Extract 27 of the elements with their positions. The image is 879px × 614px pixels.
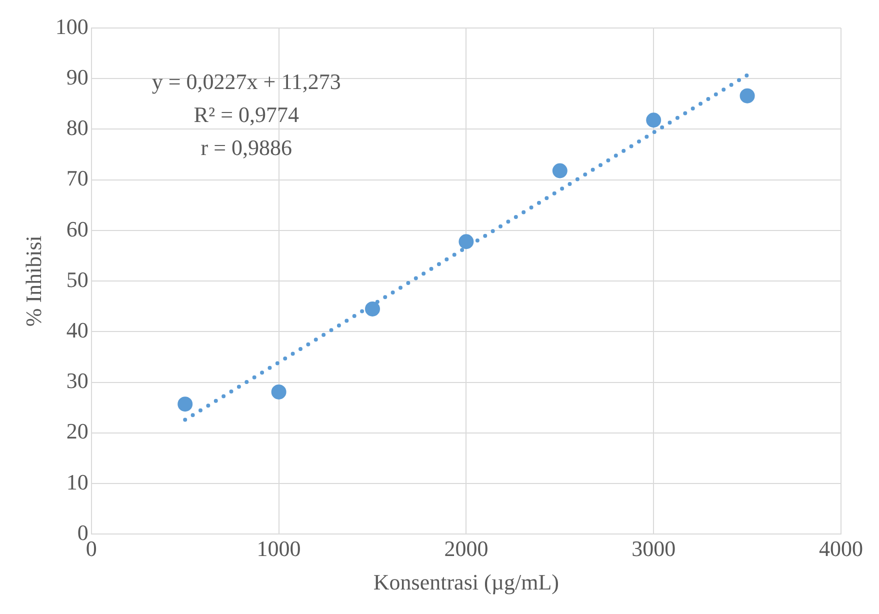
annotation: r = 0,9886 bbox=[200, 134, 292, 160]
y-tick-label: 50 bbox=[66, 266, 88, 292]
x-axis-title: Konsentrasi (µg/mL) bbox=[373, 570, 559, 595]
x-tick-label: 3000 bbox=[632, 536, 676, 562]
y-tick-label: 30 bbox=[66, 368, 88, 394]
point bbox=[646, 112, 662, 128]
y-tick-label: 20 bbox=[66, 418, 88, 444]
point bbox=[178, 396, 193, 412]
y-axis-title: % Inhibisi bbox=[20, 236, 46, 327]
point bbox=[458, 234, 474, 250]
y-tick-label: 60 bbox=[66, 216, 88, 242]
point bbox=[552, 163, 568, 178]
y-tick-label: 100 bbox=[55, 14, 88, 39]
annotation: R² = 0,9774 bbox=[194, 102, 299, 127]
y-tick-label: 40 bbox=[66, 318, 88, 342]
y-tick-label: 70 bbox=[66, 166, 88, 191]
y-tick-label: 80 bbox=[66, 115, 88, 140]
point bbox=[271, 384, 286, 400]
point bbox=[365, 301, 380, 316]
x-tick-label: 4000 bbox=[819, 536, 863, 562]
point bbox=[740, 88, 755, 104]
y-tick-label: 10 bbox=[66, 469, 88, 494]
y-tick-label: 0 bbox=[77, 520, 88, 545]
annotation: y = 0,0227x + 11,273 bbox=[152, 68, 341, 94]
y-tick-label: 90 bbox=[66, 64, 88, 90]
x-tick-label: 1000 bbox=[256, 536, 301, 562]
x-tick-label: 2000 bbox=[444, 536, 488, 562]
